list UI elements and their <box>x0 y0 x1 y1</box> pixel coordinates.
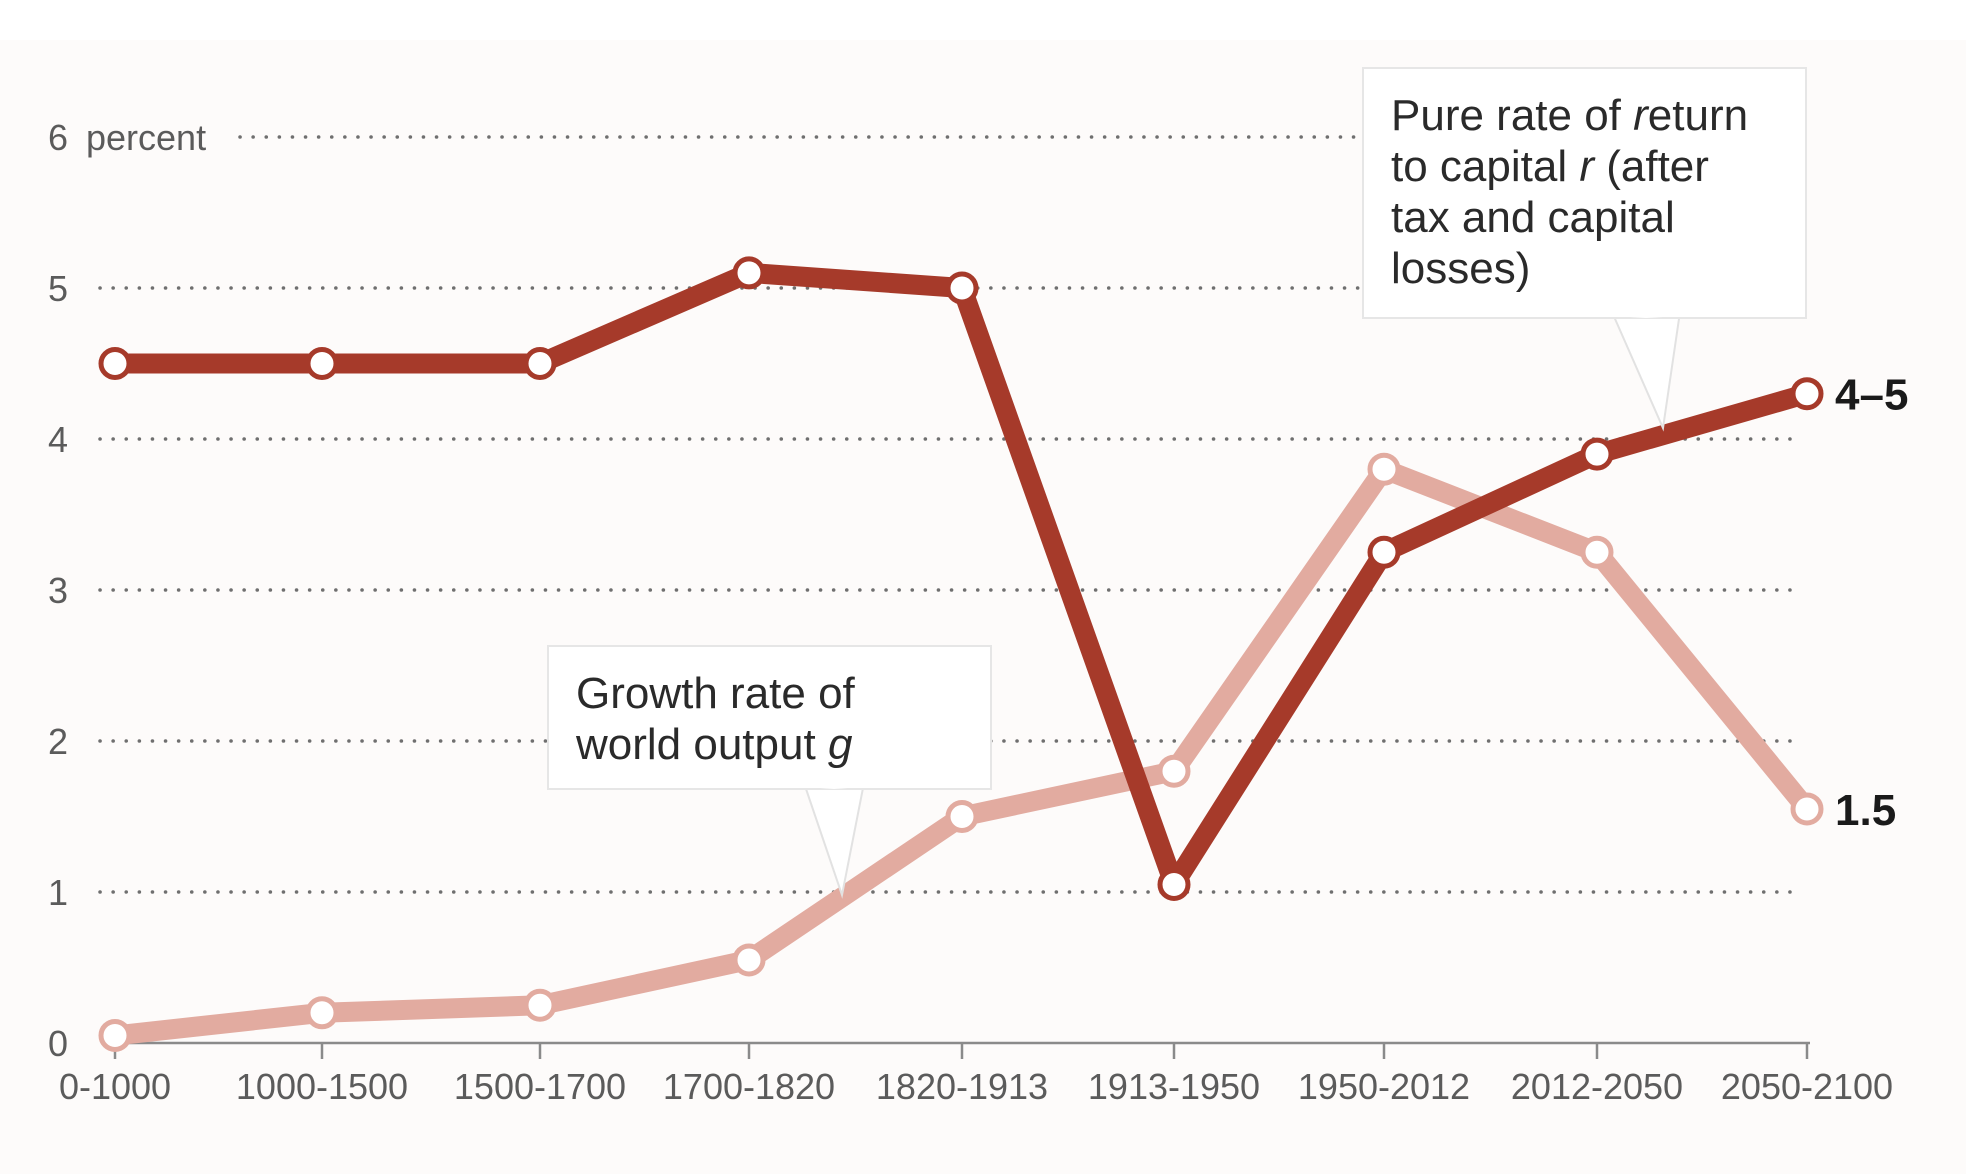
y-axis: 0 1 2 3 4 5 6 percent <box>48 117 206 1064</box>
series-0-point-2 <box>523 347 557 380</box>
x-tick-label-6: 1950-2012 <box>1298 1066 1470 1107</box>
x-tick-label-5: 1913-1950 <box>1088 1066 1260 1107</box>
callout-r-pointer-join <box>1614 316 1678 318</box>
y-tick-label-0: 0 <box>48 1023 68 1064</box>
y-tick-label-3: 3 <box>48 570 68 611</box>
series-0-point-3 <box>732 256 766 290</box>
callout-r-line-1: to capital r (after <box>1391 142 1709 191</box>
y-tick-label-1: 1 <box>48 872 68 913</box>
y-tick-label-5: 5 <box>48 268 68 309</box>
series-1-point-7 <box>1580 535 1614 569</box>
y-tick-label-2: 2 <box>48 721 68 762</box>
x-tick-label-0: 0-1000 <box>59 1066 171 1107</box>
series-0-point-1 <box>305 347 339 380</box>
callout-r-line-2: tax and capital <box>1391 193 1675 242</box>
x-tick-label-4: 1820-1913 <box>876 1066 1048 1107</box>
callout-g-line-0: Growth rate of <box>576 669 856 718</box>
series-0-point-4 <box>945 271 979 305</box>
callout-g-pointer-join <box>806 787 862 789</box>
callout-r-line-0: Pure rate of return <box>1391 91 1748 140</box>
x-tick-label-7: 2012-2050 <box>1511 1066 1683 1107</box>
series-1-point-0 <box>98 1018 132 1052</box>
y-tick-label-4: 4 <box>48 419 68 460</box>
series-end-label-0: 4–5 <box>1835 371 1908 420</box>
y-unit-label: percent <box>86 117 206 158</box>
series-markers <box>98 256 1824 1052</box>
series-end-label-1: 1.5 <box>1835 786 1896 835</box>
series-0-point-7 <box>1580 437 1614 471</box>
x-tick-label-3: 1700-1820 <box>663 1066 835 1107</box>
callout-g-line-1: world output g <box>575 720 853 769</box>
series-1-point-2 <box>523 988 557 1022</box>
series-0-point-5 <box>1157 867 1191 901</box>
x-tick-label-2: 1500-1700 <box>454 1066 626 1107</box>
series-1-point-5 <box>1157 754 1191 788</box>
series-1-point-3 <box>732 943 766 977</box>
series-0-point-6 <box>1367 535 1401 569</box>
series-1-point-8 <box>1790 792 1824 826</box>
callout-r-line-3: losses) <box>1391 244 1530 293</box>
series-1-point-4 <box>945 800 979 833</box>
x-tick-label-1: 1000-1500 <box>236 1066 408 1107</box>
series-1-point-1 <box>305 996 339 1030</box>
y-tick-label-6: 6 <box>48 117 68 158</box>
end-labels: 4–5 1.5 <box>1835 371 1908 835</box>
callout-g-box <box>547 645 992 790</box>
series-0-point-8 <box>1790 377 1824 411</box>
series-1-point-6 <box>1367 452 1401 486</box>
x-tick-label-8: 2050-2100 <box>1721 1066 1893 1107</box>
x-axis: 0-1000 1000-1500 1500-1700 1700-1820 1820-19… <box>59 1041 1893 1107</box>
series-0-point-0 <box>98 347 132 380</box>
callout-r-box <box>1362 67 1807 319</box>
